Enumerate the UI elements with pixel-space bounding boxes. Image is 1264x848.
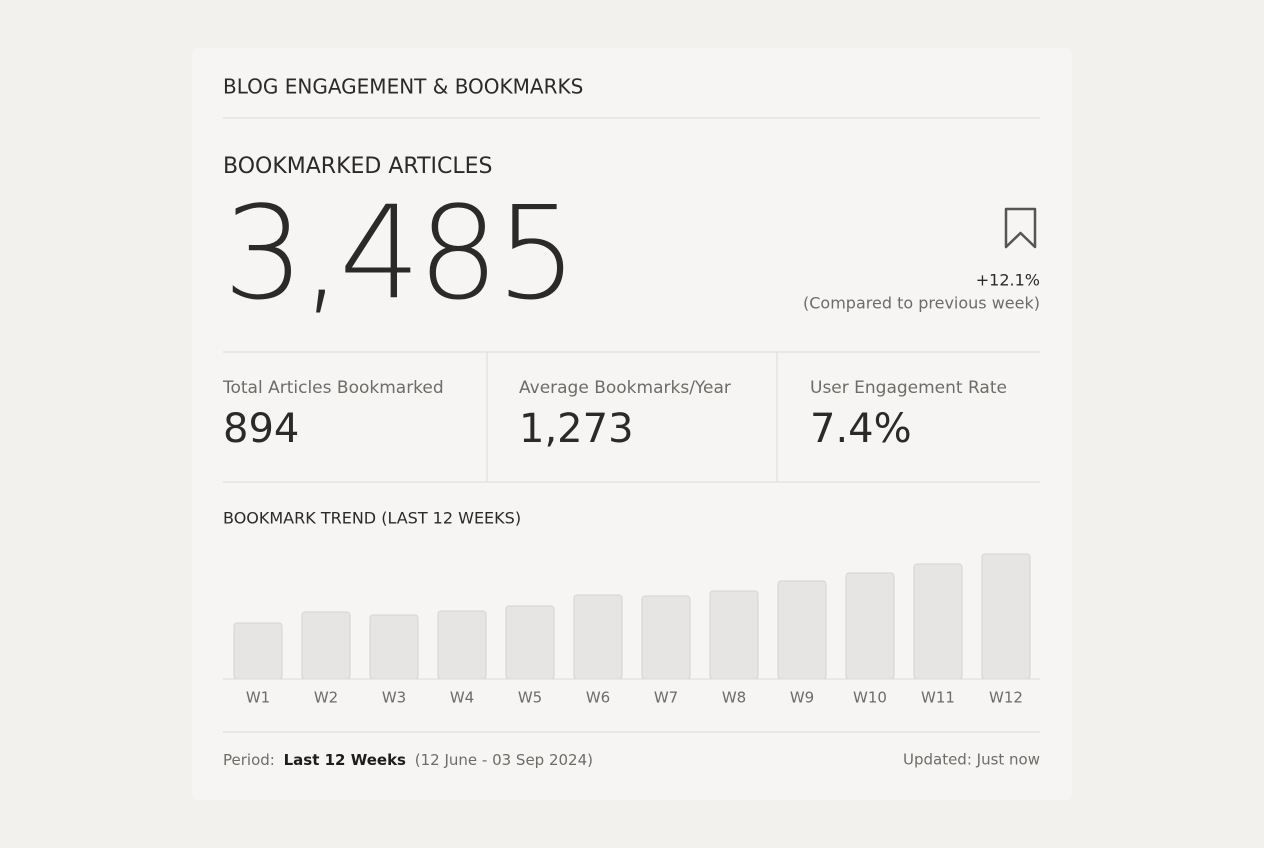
bar <box>981 553 1031 680</box>
stat-value: 7.4% <box>810 406 912 452</box>
x-tick-label: W4 <box>450 689 474 707</box>
period-value: Last 12 Weeks <box>284 751 406 769</box>
bar <box>845 572 895 680</box>
stat-label: User Engagement Rate <box>810 378 1007 398</box>
bar <box>913 563 963 680</box>
x-tick-label: W9 <box>790 689 814 707</box>
kpi-change: +12.1% <box>976 271 1040 290</box>
x-tick-label: W10 <box>853 689 887 707</box>
x-tick-label: W5 <box>518 689 542 707</box>
bar <box>709 590 759 680</box>
kpi-label: BOOKMARKED ARTICLES <box>223 154 493 179</box>
bar <box>233 622 283 680</box>
bar <box>777 580 827 680</box>
stat-value: 894 <box>223 406 299 452</box>
x-tick-label: W8 <box>722 689 746 707</box>
bar <box>573 594 623 680</box>
x-tick-label: W3 <box>382 689 406 707</box>
bar <box>505 605 555 680</box>
footer-period: Period: Last 12 Weeks (12 June - 03 Sep … <box>223 751 593 769</box>
bar <box>301 611 351 680</box>
period-label: Period: <box>223 751 275 769</box>
stat-value: 1,273 <box>519 406 634 452</box>
bar-chart: W1 W2 W3 W4 W5 W6 W7 W8 W9 W10 W11 W12 <box>233 553 1031 707</box>
bar <box>641 595 691 680</box>
bookmark-icon <box>1004 207 1037 249</box>
stat-label: Total Articles Bookmarked <box>222 378 444 398</box>
stat-label: Average Bookmarks/Year <box>519 378 731 398</box>
bar <box>437 610 487 680</box>
header-title: BLOG ENGAGEMENT & BOOKMARKS <box>223 75 583 99</box>
period-range: (12 June - 03 Sep 2024) <box>415 751 593 769</box>
x-tick-label: W1 <box>246 689 270 707</box>
x-tick-label: W2 <box>314 689 338 707</box>
chart-title: BOOKMARK TREND (LAST 12 WEEKS) <box>223 509 521 528</box>
kpi-comparison: (Compared to previous week) <box>803 294 1040 313</box>
kpi-value: 3,485 <box>223 179 574 328</box>
x-tick-label: W11 <box>921 689 955 707</box>
footer-updated: Updated: Just now <box>903 751 1040 769</box>
bar <box>369 614 419 680</box>
x-tick-label: W12 <box>989 689 1023 707</box>
x-tick-label: W6 <box>586 689 610 707</box>
x-tick-label: W7 <box>654 689 678 707</box>
